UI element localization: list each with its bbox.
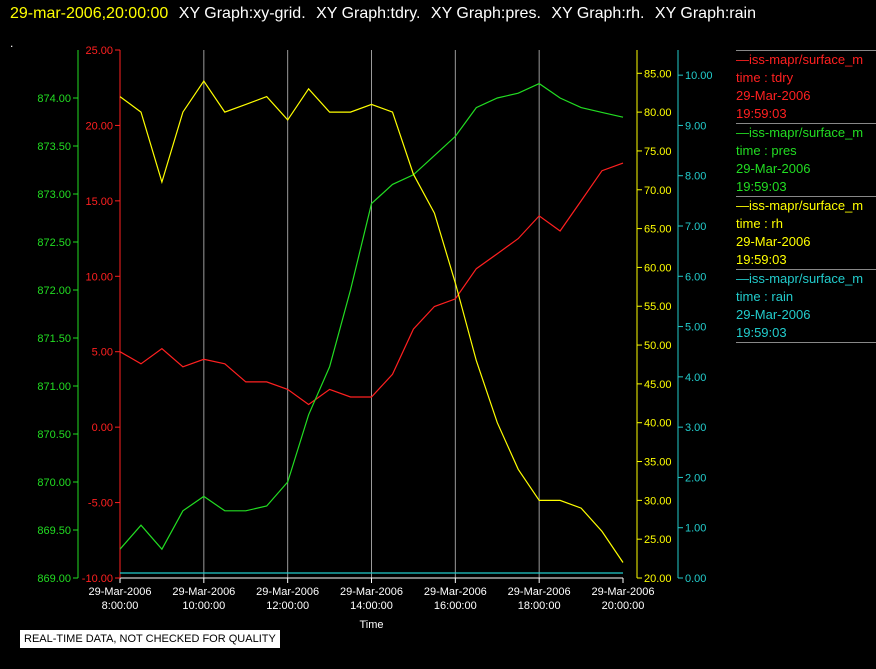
x-tick-label: 29-Mar-2006: [89, 586, 152, 598]
legend-source: —iss-mapr/surface_m: [736, 125, 864, 140]
legend-source: —iss-mapr/surface_m: [736, 271, 864, 286]
y-tick-label: 50.00: [644, 340, 672, 352]
y-tick-label: 8.00: [685, 171, 706, 183]
x-tick-label: 18:00:00: [518, 600, 561, 612]
dot-marker: .: [10, 36, 14, 50]
y-tick-label: 872.00: [37, 285, 71, 297]
legend-date: 29-Mar-2006: [736, 161, 811, 176]
y-tick-label: 0.00: [92, 422, 113, 434]
graph-title-xy-grid: XY Graph:xy-grid.: [178, 5, 306, 22]
legend-date: 29-Mar-2006: [736, 307, 811, 322]
y-tick-label: 80.00: [644, 107, 672, 119]
y-tick-label: 20.00: [85, 120, 113, 132]
y-tick-label: 25.00: [85, 45, 113, 57]
legend-source: —iss-mapr/surface_m: [736, 198, 864, 213]
y-tick-label: 5.00: [92, 347, 113, 359]
y-tick-label: -5.00: [88, 498, 113, 510]
y-tick-label: 9.00: [685, 120, 706, 132]
legend-entry-rh[interactable]: —iss-mapr/surface_m time : rh 29-Mar-200…: [736, 196, 876, 269]
y-tick-label: 45.00: [644, 379, 672, 391]
x-tick-label: 20:00:00: [602, 600, 645, 612]
graph-title-rain: XY Graph:rain: [654, 5, 756, 22]
y-tick-label: 40.00: [644, 418, 672, 430]
x-tick-label: 14:00:00: [350, 600, 393, 612]
y-tick-label: 873.00: [37, 189, 71, 201]
x-tick-label: 29-Mar-2006: [172, 586, 235, 598]
x-tick-label: 29-Mar-2006: [592, 586, 655, 598]
y-tick-label: 65.00: [644, 224, 672, 236]
y-tick-label: 25.00: [644, 534, 672, 546]
legend-source: —iss-mapr/surface_m: [736, 52, 864, 67]
series-line-pres: [119, 82, 624, 551]
y-tick-label: 70.00: [644, 185, 672, 197]
series-line-tdry: [119, 162, 624, 406]
quality-notice: REAL-TIME DATA, NOT CHECKED FOR QUALITY: [20, 630, 280, 648]
legend-time: 19:59:03: [736, 325, 787, 340]
y-tick-label: 1.00: [685, 523, 706, 535]
y-tick-label: 10.00: [685, 70, 713, 82]
y-tick-label: 75.00: [644, 146, 672, 158]
x-tick-label: 10:00:00: [182, 600, 225, 612]
y-tick-label: 10.00: [85, 271, 113, 283]
legend: —iss-mapr/surface_m time : tdry 29-Mar-2…: [736, 50, 876, 344]
y-tick-label: 30.00: [644, 495, 672, 507]
x-tick-label: 8:00:00: [102, 600, 139, 612]
x-tick-label: 29-Mar-2006: [256, 586, 319, 598]
y-tick-label: 869.50: [37, 525, 71, 537]
legend-variable: time : tdry: [736, 70, 794, 85]
legend-date: 29-Mar-2006: [736, 88, 811, 103]
x-tick-label: 16:00:00: [434, 600, 477, 612]
x-tick-label: 12:00:00: [266, 600, 309, 612]
x-tick-label: 29-Mar-2006: [508, 586, 571, 598]
legend-time: 19:59:03: [736, 106, 787, 121]
y-tick-label: 870.00: [37, 477, 71, 489]
header-bar: 29-mar-2006,20:00:00 XY Graph:xy-grid. X…: [10, 3, 756, 25]
y-tick-label: 3.00: [685, 422, 706, 434]
y-tick-label: 35.00: [644, 457, 672, 469]
graph-title-tdry: XY Graph:tdry.: [316, 5, 421, 22]
x-tick-label: 29-Mar-2006: [424, 586, 487, 598]
y-tick-label: 15.00: [85, 196, 113, 208]
legend-divider: [736, 342, 876, 344]
legend-date: 29-Mar-2006: [736, 234, 811, 249]
legend-time: 19:59:03: [736, 179, 787, 194]
y-tick-label: 7.00: [685, 221, 706, 233]
graph-title-rh: XY Graph:rh.: [551, 5, 645, 22]
legend-entry-pres[interactable]: —iss-mapr/surface_m time : pres 29-Mar-2…: [736, 123, 876, 196]
legend-variable: time : pres: [736, 143, 797, 158]
y-tick-label: 871.50: [37, 333, 71, 345]
legend-entry-rain[interactable]: —iss-mapr/surface_m time : rain 29-Mar-2…: [736, 269, 876, 342]
y-tick-label: 2.00: [685, 472, 706, 484]
y-tick-label: 6.00: [685, 271, 706, 283]
series-line-rh: [119, 80, 624, 563]
y-tick-label: 874.00: [37, 93, 71, 105]
y-tick-label: -10.00: [82, 573, 113, 585]
y-tick-label: 85.00: [644, 68, 672, 80]
y-tick-label: 869.00: [37, 573, 71, 585]
y-tick-label: 871.00: [37, 381, 71, 393]
legend-entry-tdry[interactable]: —iss-mapr/surface_m time : tdry 29-Mar-2…: [736, 50, 876, 123]
header-timestamp: 29-mar-2006,20:00:00: [10, 5, 169, 22]
legend-time: 19:59:03: [736, 252, 787, 267]
y-tick-label: 0.00: [685, 573, 706, 585]
graph-title-pres: XY Graph:pres.: [430, 5, 541, 22]
y-tick-label: 870.50: [37, 429, 71, 441]
y-tick-label: 55.00: [644, 301, 672, 313]
x-tick-label: 29-Mar-2006: [340, 586, 403, 598]
x-axis-title: Time: [359, 619, 383, 631]
y-tick-label: 4.00: [685, 372, 706, 384]
y-tick-label: 20.00: [644, 573, 672, 585]
legend-variable: time : rain: [736, 289, 794, 304]
legend-variable: time : rh: [736, 216, 783, 231]
y-tick-label: 872.50: [37, 237, 71, 249]
y-tick-label: 5.00: [685, 322, 706, 334]
y-tick-label: 873.50: [37, 141, 71, 153]
y-tick-label: 60.00: [644, 262, 672, 274]
